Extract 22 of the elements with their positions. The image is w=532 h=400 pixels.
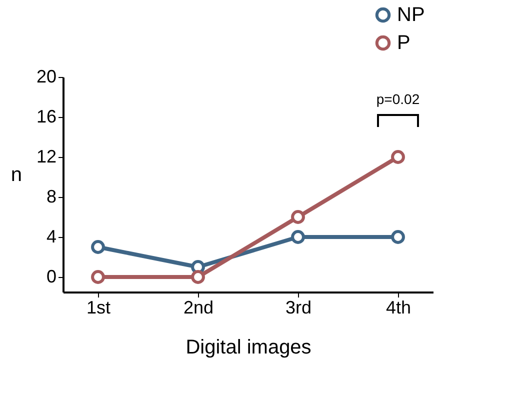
y-tick-label: 16 (36, 106, 56, 126)
x-tick-label: 2nd (183, 298, 214, 318)
point (391, 230, 405, 244)
point (91, 270, 105, 284)
y-axis-title: n (10, 164, 22, 186)
x-tick-label: 1st (86, 298, 111, 318)
legend-label: NP (397, 4, 425, 26)
y-tick-label: 4 (46, 226, 56, 246)
x-tick-label: 3rd (285, 298, 312, 318)
legend-label: P (397, 32, 410, 54)
x-axis-title: Digital images (186, 336, 312, 358)
y-tick-label: 12 (36, 146, 56, 166)
point (91, 240, 105, 254)
y-tick-label: 0 (46, 266, 56, 286)
point (191, 270, 205, 284)
y-tick-label: 20 (36, 66, 56, 86)
x-tick-label: 4th (386, 298, 412, 318)
point (291, 210, 305, 224)
annotation: p=0.02 (376, 91, 420, 107)
point (391, 150, 405, 164)
y-tick-label: 8 (46, 186, 56, 206)
point (291, 230, 305, 244)
